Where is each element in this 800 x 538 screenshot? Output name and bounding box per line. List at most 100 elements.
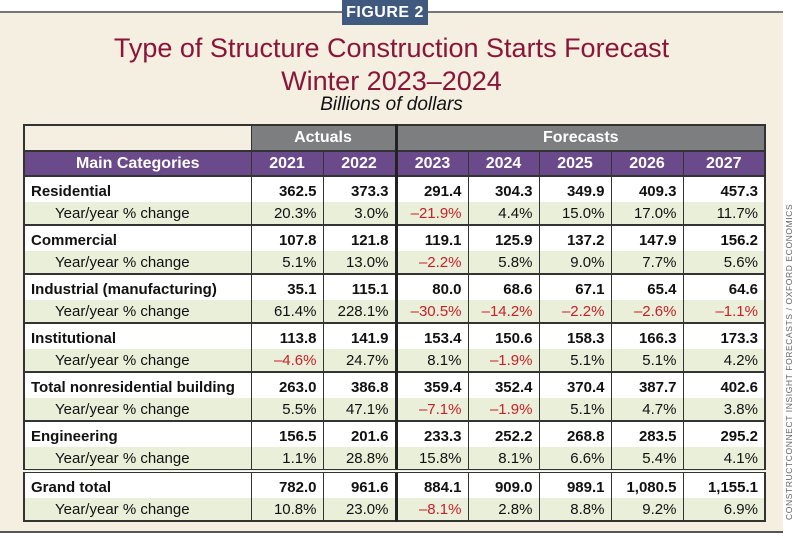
yoy-row: Year/year % change 10.8% 23.0% –8.1% 2.8% 8.8…: [23, 498, 766, 522]
table-row: Engineering 156.5 201.6 233.3 252.2 268.8 283.…: [23, 421, 766, 447]
table-row: Residential 362.5 373.3 291.4 304.3 349.9 409.…: [23, 176, 766, 202]
yoy-cell: 47.1%: [322, 398, 397, 422]
value-cell: 291.4: [394, 176, 469, 202]
table-row: Institutional 113.8 141.9 153.4 150.6 158.3 16…: [23, 323, 766, 349]
yoy-cell: 17.0%: [610, 202, 684, 226]
yoy-label: Year/year % change: [23, 498, 252, 522]
header-year-2022: 2022: [322, 150, 397, 177]
yoy-cell: 4.4%: [467, 202, 540, 226]
header-year-2024: 2024: [467, 150, 540, 177]
value-cell: 115.1: [322, 274, 397, 300]
bottom-rule: [0, 531, 783, 533]
yoy-row: Year/year % change 5.1% 13.0% –2.2% 5.8% 9.0%…: [23, 251, 766, 275]
yoy-cell: 7.7%: [610, 251, 684, 275]
yoy-cell: 3.0%: [322, 202, 397, 226]
yoy-cell: 20.3%: [250, 202, 324, 226]
header-year-2025: 2025: [538, 150, 612, 177]
yoy-cell: 4.1%: [682, 447, 766, 472]
table-row: Industrial (manufacturing) 35.1 115.1 80.0 6…: [23, 274, 766, 300]
yoy-cell: –1.9%: [467, 349, 540, 373]
value-cell: 909.0: [467, 469, 540, 498]
figure-badge: FIGURE 2: [342, 0, 428, 25]
yoy-cell: –7.1%: [394, 398, 469, 422]
value-cell: 156.2: [682, 225, 766, 251]
value-cell: 35.1: [250, 274, 324, 300]
value-cell: 295.2: [682, 421, 766, 447]
yoy-cell: 3.8%: [682, 398, 766, 422]
yoy-cell: –8.1%: [394, 498, 469, 522]
yoy-cell: –4.6%: [250, 349, 324, 373]
yoy-cell: 6.9%: [682, 498, 766, 522]
yoy-cell: –1.1%: [682, 300, 766, 324]
yoy-cell: 13.0%: [322, 251, 397, 275]
yoy-row: Year/year % change 5.5% 47.1% –7.1% –1.9% 5.1…: [23, 398, 766, 422]
value-cell: 409.3: [610, 176, 684, 202]
forecast-table: Actuals Forecasts Main Categories 2021 202…: [23, 124, 766, 522]
yoy-cell: 10.8%: [250, 498, 324, 522]
yoy-cell: 8.8%: [538, 498, 612, 522]
value-cell: 283.5: [610, 421, 684, 447]
value-cell: 782.0: [250, 469, 324, 498]
value-cell: 137.2: [538, 225, 612, 251]
value-cell: 263.0: [250, 372, 324, 398]
value-cell: 370.4: [538, 372, 612, 398]
yoy-cell: 15.8%: [394, 447, 469, 472]
yoy-cell: 5.5%: [250, 398, 324, 422]
yoy-cell: 5.1%: [538, 398, 612, 422]
row-category: Institutional: [23, 323, 252, 349]
yoy-cell: –2.6%: [610, 300, 684, 324]
yoy-cell: 8.1%: [394, 349, 469, 373]
value-cell: 373.3: [322, 176, 397, 202]
yoy-cell: 11.7%: [682, 202, 766, 226]
yoy-cell: 9.2%: [610, 498, 684, 522]
value-cell: 201.6: [322, 421, 397, 447]
yoy-cell: –2.2%: [394, 251, 469, 275]
row-category: Residential: [23, 176, 252, 202]
yoy-cell: 28.8%: [322, 447, 397, 472]
yoy-cell: 5.1%: [538, 349, 612, 373]
value-cell: 386.8: [322, 372, 397, 398]
value-cell: 457.3: [682, 176, 766, 202]
value-cell: 107.8: [250, 225, 324, 251]
yoy-cell: 5.1%: [610, 349, 684, 373]
value-cell: 147.9: [610, 225, 684, 251]
header-main-categories: Main Categories: [23, 150, 252, 177]
table-row: Total nonresidential building 263.0 386.8 3…: [23, 372, 766, 398]
yoy-cell: 9.0%: [538, 251, 612, 275]
yoy-cell: 5.6%: [682, 251, 766, 275]
value-cell: 362.5: [250, 176, 324, 202]
row-category: Commercial: [23, 225, 252, 251]
yoy-cell: 228.1%: [322, 300, 397, 324]
figure-title: Type of Structure Construction Starts Fo…: [113, 33, 670, 63]
value-cell: 268.8: [538, 421, 612, 447]
value-cell: 68.6: [467, 274, 540, 300]
group-header-forecasts: Forecasts: [394, 124, 766, 152]
value-cell: 150.6: [467, 323, 540, 349]
value-cell: 304.3: [467, 176, 540, 202]
figure-subtitle: Billions of dollars: [320, 94, 463, 115]
value-cell: 173.3: [682, 323, 766, 349]
row-category: Industrial (manufacturing): [23, 274, 252, 300]
yoy-cell: 4.2%: [682, 349, 766, 373]
value-cell: 1,080.5: [610, 469, 684, 498]
yoy-cell: 4.7%: [610, 398, 684, 422]
yoy-cell: –21.9%: [394, 202, 469, 226]
value-cell: 80.0: [394, 274, 469, 300]
yoy-label: Year/year % change: [23, 447, 252, 472]
yoy-cell: 5.8%: [467, 251, 540, 275]
header-year-2027: 2027: [682, 150, 766, 177]
table-row: Grand total 782.0 961.6 884.1 909.0 989.1 1,08…: [23, 469, 766, 498]
row-category: Total nonresidential building: [23, 372, 252, 398]
yoy-cell: 6.6%: [538, 447, 612, 472]
value-cell: 387.7: [610, 372, 684, 398]
yoy-cell: 1.1%: [250, 447, 324, 472]
yoy-label: Year/year % change: [23, 202, 252, 226]
value-cell: 166.3: [610, 323, 684, 349]
column-group-row: Actuals Forecasts: [24, 124, 766, 152]
value-cell: 352.4: [467, 372, 540, 398]
value-cell: 67.1: [538, 274, 612, 300]
row-category: Grand total: [23, 469, 252, 498]
yoy-label: Year/year % change: [23, 251, 252, 275]
value-cell: 989.1: [538, 469, 612, 498]
yoy-cell: 8.1%: [467, 447, 540, 472]
